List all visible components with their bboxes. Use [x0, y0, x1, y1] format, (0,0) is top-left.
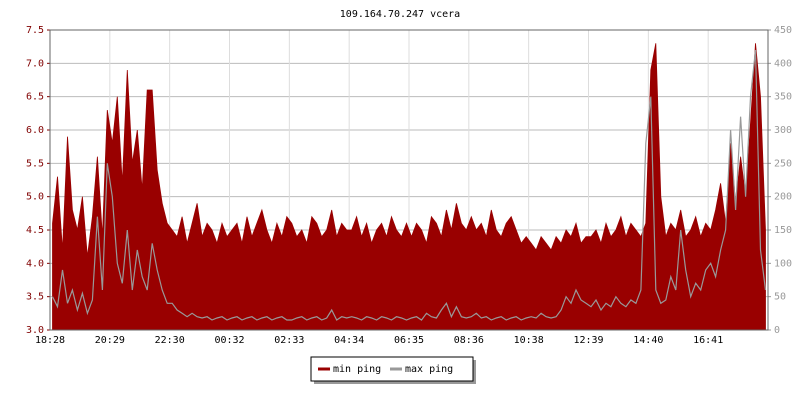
line	[51, 49, 767, 321]
y-tick-label: 5.0	[26, 192, 44, 203]
x-tick-label: 06:35	[394, 335, 424, 346]
y-tick-label: 5.5	[26, 158, 44, 169]
axes: 3.0 3.5 4.0 4.5 5.0 5.5 6.0 6.5 7.0 7.5 0 50 100 150 2…	[26, 25, 792, 346]
legend-label: max ping	[405, 364, 453, 375]
x-tick-label: 08:36	[454, 335, 484, 346]
x-tick-label: 02:33	[274, 335, 304, 346]
y2-tick-label: 350	[774, 92, 792, 103]
x-tick-label: 10:38	[514, 335, 544, 346]
y2-tick-label: 100	[774, 258, 792, 269]
x-tick-label: 16:41	[693, 335, 723, 346]
y-tick-label: 6.0	[26, 125, 44, 136]
x-tick-label: 22:30	[155, 335, 185, 346]
y-tick-label: 7.5	[26, 25, 44, 36]
y2-tick-label: 400	[774, 58, 792, 69]
chart-title: 109.164.70.247 vcera	[340, 9, 460, 20]
plot	[51, 43, 767, 331]
y-tick-label: 3.5	[26, 292, 44, 303]
legend: min ping max ping	[318, 364, 453, 375]
y2-tick-label: 250	[774, 158, 792, 169]
y2-tick-label: 50	[774, 292, 786, 303]
y-tick-label: 4.5	[26, 225, 44, 236]
x-tick-label: 00:32	[214, 335, 244, 346]
y-tick-label: 6.5	[26, 92, 44, 103]
y2-tick-label: 300	[774, 125, 792, 136]
x-tick-label: 14:40	[633, 335, 663, 346]
y2-tick-label: 200	[774, 192, 792, 203]
y-tick-label: 3.0	[26, 325, 44, 336]
x-tick-label: 12:39	[573, 335, 603, 346]
x-tick-label: 20:29	[95, 335, 125, 346]
y2-tick-label: 150	[774, 225, 792, 236]
y-tick-label: 7.0	[26, 58, 44, 69]
y2-tick-label: 450	[774, 25, 792, 36]
legend-label: min ping	[333, 364, 381, 375]
plot-frame	[49, 29, 769, 331]
x-tick-label: 04:34	[334, 335, 364, 346]
area	[52, 43, 766, 331]
y2-tick-label: 0	[774, 325, 780, 336]
y-tick-label: 4.0	[26, 258, 44, 269]
x-tick-label: 18:28	[35, 335, 65, 346]
